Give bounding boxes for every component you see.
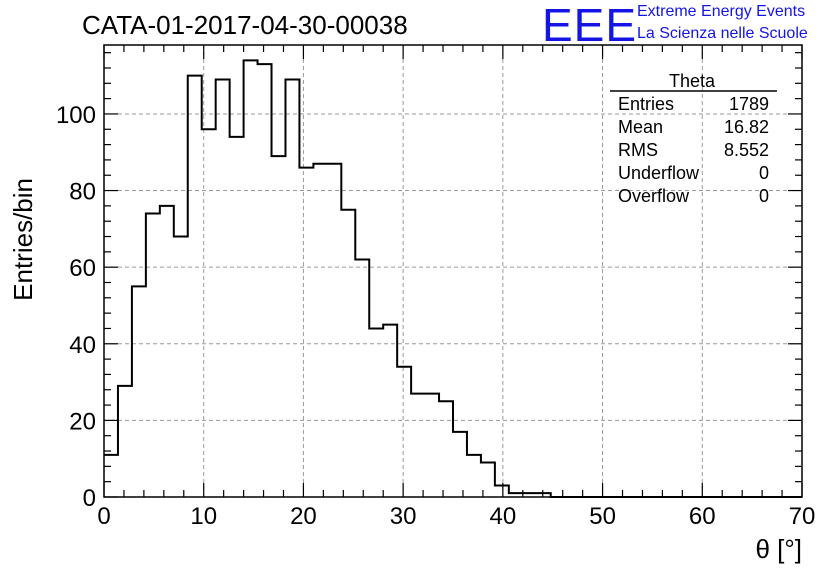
x-tick-label: 20	[290, 503, 317, 530]
histogram-bins	[104, 60, 551, 497]
histogram-bin	[467, 455, 481, 497]
tick-labels: 0 10 20 30 40 50 60 70 0 20 40 60 80 100	[56, 102, 815, 530]
stats-label: Entries	[618, 94, 674, 114]
histogram-bin	[104, 455, 118, 497]
x-tick-label: 0	[97, 503, 110, 530]
x-tick-label: 40	[490, 503, 517, 530]
grid-lines	[104, 45, 802, 497]
histogram-bin	[355, 260, 369, 497]
histogram-bin	[244, 60, 258, 497]
logo-line-2: La Scienza nelle Scuole	[637, 25, 808, 42]
histogram-bin	[327, 164, 341, 497]
histogram-bin	[425, 394, 439, 497]
histogram-bin	[118, 386, 132, 497]
histogram-bin	[132, 286, 146, 497]
x-tick-label: 30	[390, 503, 417, 530]
logo-line-1: Extreme Energy Events	[637, 3, 806, 20]
stats-value: 1789	[729, 94, 769, 114]
histogram-bin	[383, 325, 397, 497]
y-tick-label: 40	[69, 332, 96, 359]
histogram-bin	[174, 237, 188, 497]
chart-title: CATA-01-2017-04-30-00038	[82, 10, 408, 40]
y-tick-label: 60	[69, 255, 96, 282]
histogram-bin	[453, 432, 467, 497]
histogram-outline	[104, 59, 802, 498]
histogram-bin	[160, 206, 174, 497]
histogram-bin	[341, 210, 355, 497]
stats-label: Underflow	[618, 163, 700, 183]
stats-value: 0	[759, 186, 769, 206]
histogram-bin	[495, 486, 509, 497]
histogram-bin	[188, 76, 202, 497]
stats-label: Mean	[618, 117, 663, 137]
stats-box: Theta Entries 1789 Mean 16.82 RMS 8.552 Underf…	[610, 71, 777, 206]
stats-label: Overflow	[618, 186, 690, 206]
x-tick-label: 10	[190, 503, 217, 530]
x-tick-label: 60	[689, 503, 716, 530]
stats-value: 0	[759, 163, 769, 183]
x-tick-label: 70	[789, 503, 816, 530]
stats-value: 16.82	[724, 117, 769, 137]
histogram-bin	[258, 64, 272, 497]
histogram-bin	[397, 367, 411, 497]
histogram-bin	[285, 79, 299, 497]
histogram-bin	[146, 214, 160, 497]
histogram-bin	[369, 328, 383, 497]
x-tick-label: 50	[589, 503, 616, 530]
y-tick-label: 100	[56, 102, 96, 129]
histogram-bin	[439, 401, 453, 497]
eee-logo: EEE	[542, 0, 638, 51]
stats-title: Theta	[669, 71, 716, 91]
stats-label: RMS	[618, 140, 658, 160]
stats-value: 8.552	[724, 140, 769, 160]
y-tick-label: 0	[83, 485, 96, 512]
x-axis-label: θ [°]	[755, 534, 802, 564]
y-tick-label: 80	[69, 179, 96, 206]
y-axis-label: Entries/bin	[8, 178, 38, 301]
y-tick-label: 20	[69, 408, 96, 435]
histogram-bin	[313, 164, 327, 497]
histogram-bin	[299, 168, 313, 497]
histogram-bin	[411, 394, 425, 497]
histogram-bin	[216, 79, 230, 497]
histogram-bin	[272, 156, 286, 497]
plot-frame	[103, 44, 803, 498]
